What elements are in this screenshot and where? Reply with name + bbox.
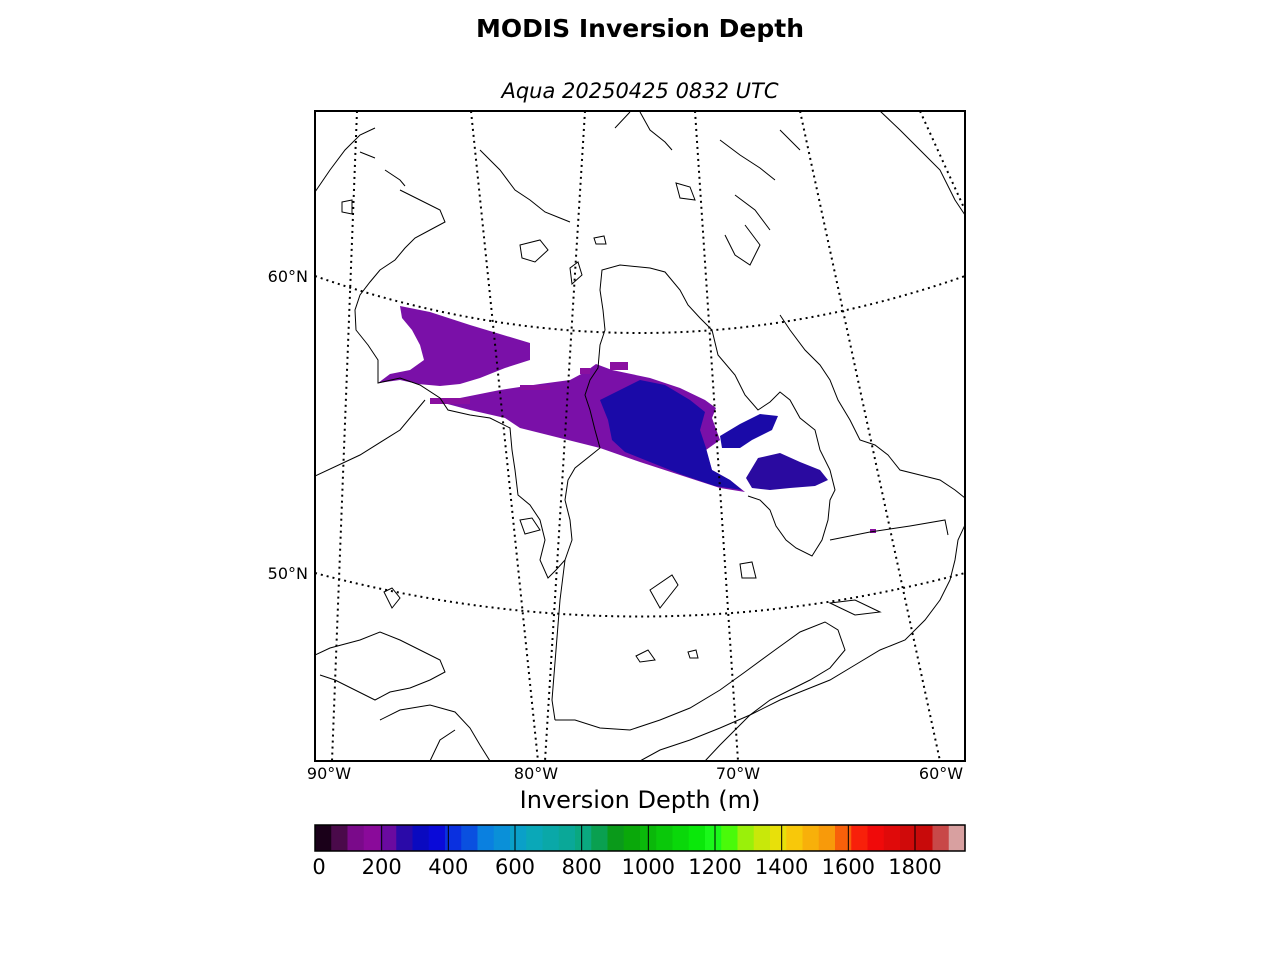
colorbar-swatch [477,825,495,851]
colorbar-tick-label: 1600 [821,855,876,879]
colorbar-swatch [542,825,560,851]
colorbar-swatch [315,825,332,851]
map-plot-area [315,111,965,761]
meridian-66w [799,111,941,761]
lon-label-60w: 60°W [918,764,964,783]
colorbar-swatch [575,825,592,851]
parallel-50n [315,572,965,618]
colorbar-tick-label: 200 [361,855,402,879]
meridian-70w [694,111,739,761]
chart-title: MODIS Inversion Depth [475,14,805,43]
colorbar-swatch [380,825,397,851]
colorbar-swatch [363,825,381,851]
colorbar-swatch [786,825,804,851]
colorbar-swatch [688,825,706,851]
map-frame [314,110,966,762]
colorbar-swatch [428,825,446,851]
colorbar-swatch [851,825,869,851]
colorbar-swatch [607,825,625,851]
swath-east-lobe [720,414,778,448]
colorbar-tick-label: 1000 [621,855,676,879]
colorbar-swatch [721,825,739,851]
colorbar-swatch [331,825,349,851]
meridian-62w [919,111,965,211]
colorbar-swatch [656,825,674,851]
colorbar-swatch [558,825,576,851]
lat-label-50n: 50°N [267,564,308,583]
swath-core [600,380,742,490]
colorbar-swatch [883,825,901,851]
colorbar-frame [314,824,966,852]
colorbar-swatch [753,825,771,851]
colorbar-tick-label: 400 [428,855,469,879]
colorbar-swatch [445,825,462,851]
coastlines [315,111,965,761]
meridian-90w [331,111,358,761]
chart-subtitle: Aqua 20250425 0832 UTC [501,79,779,103]
colorbar-tick-label: 0 [312,855,326,879]
colorbar-swatch [867,825,885,851]
colorbar-swatch [347,825,365,851]
colorbar-swatch [493,825,511,851]
colorbar [314,825,966,851]
meridian-76w [544,111,586,761]
colorbar-swatch [737,825,755,851]
colorbar-swatch [623,825,641,851]
lon-label-80w: 80°W [513,764,559,783]
colorbar-tick-label: 1800 [888,855,942,879]
colorbar-swatch [591,825,609,851]
colorbar-tick-label: 600 [494,855,536,879]
lat-label-60n: 60°N [267,267,308,286]
colorbar-tick-label: 800 [561,855,602,879]
swath-west-lobe [378,306,530,386]
parallel-60n [315,275,965,334]
colorbar-swatch [672,825,690,851]
colorbar-swatch [818,825,836,851]
colorbar-swatch [948,825,966,851]
colorbar-label: Inversion Depth (m) [519,786,761,814]
graticule [315,111,965,761]
colorbar-swatch [900,825,917,851]
lon-label-90w: 90°W [306,764,352,783]
colorbar-swatch [412,825,430,851]
swath-labrador-patch [746,453,828,490]
colorbar-swatch [932,825,950,851]
colorbar-swatch [396,825,414,851]
colorbar-swatch [526,825,544,851]
lon-label-70w: 70°W [715,764,761,783]
colorbar-swatch [770,825,787,851]
colorbar-tick-label: 1200 [688,855,742,879]
inversion-swath [378,306,876,533]
colorbar-swatch [461,825,479,851]
colorbar-swatch [916,825,934,851]
colorbar-swatch [802,825,820,851]
colorbar-tick-label: 1400 [754,855,809,879]
colorbar-swatch [705,825,722,851]
colorbar-swatch [510,825,527,851]
meridian-80w [470,111,539,761]
colorbar-swatch [835,825,852,851]
